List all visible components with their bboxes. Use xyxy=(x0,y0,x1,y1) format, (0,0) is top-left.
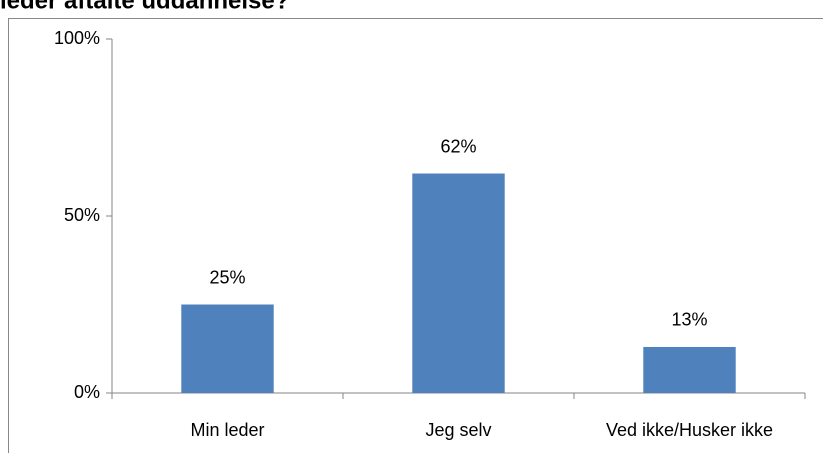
data-label: 13% xyxy=(671,310,707,330)
y-tick-label: 100% xyxy=(54,28,100,48)
data-label: 62% xyxy=(440,136,476,156)
chart-border xyxy=(8,18,823,453)
x-tick-label: Ved ikke/Husker ikke xyxy=(606,420,773,440)
bar xyxy=(181,304,274,393)
chart-title: leder aftalte uddannelse? xyxy=(0,0,289,14)
bar xyxy=(412,173,505,393)
bar xyxy=(643,346,736,393)
x-tick-label: Min leder xyxy=(190,420,264,440)
x-tick-label: Jeg selv xyxy=(425,420,491,440)
data-label: 25% xyxy=(209,267,245,287)
y-tick-label: 50% xyxy=(64,205,100,225)
y-tick-label: 0% xyxy=(74,382,100,402)
